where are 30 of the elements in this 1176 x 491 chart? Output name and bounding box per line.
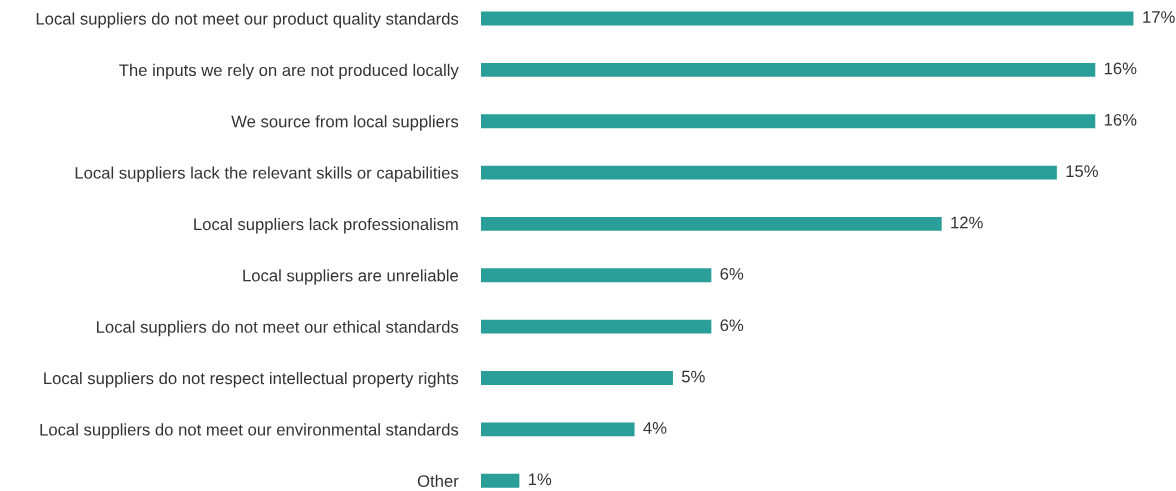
- bar: [480, 422, 635, 437]
- y-tick-label: Local suppliers lack the relevant skills or capabilities: [75, 166, 459, 183]
- data-label: 4%: [643, 422, 667, 434]
- y-tick-label: We source from local suppliers: [231, 115, 459, 131]
- bar: [480, 319, 712, 334]
- y-tick-label: Local suppliers do not respect intellectual property rights: [44, 371, 459, 388]
- y-tick-label: Local suppliers do not meet our ethical standards: [96, 320, 459, 337]
- data-label: 12%: [951, 216, 983, 229]
- data-label: 5%: [681, 370, 705, 383]
- data-label: 1%: [528, 473, 552, 486]
- bar: [480, 217, 942, 231]
- bar: [480, 268, 712, 283]
- bar: [480, 473, 520, 488]
- bar: [480, 11, 1134, 26]
- y-tick-label: Local suppliers are unreliable: [243, 269, 459, 285]
- data-label: 16%: [1104, 62, 1137, 75]
- y-tick-label: Local suppliers do not meet our environmental standards: [40, 423, 459, 439]
- data-label: 6%: [720, 319, 744, 332]
- data-label: 6%: [720, 267, 744, 280]
- data-label: 15%: [1066, 165, 1098, 178]
- bar: [480, 371, 673, 385]
- y-tick-label: Other: [417, 474, 459, 487]
- bar: [480, 165, 1057, 180]
- y-tick-label: Local suppliers do not meet our product quality standards: [36, 12, 459, 28]
- bar: [480, 114, 1096, 129]
- data-label: 16%: [1104, 113, 1137, 126]
- bar: [480, 62, 1096, 77]
- y-tick-label: The inputs we rely on are not produced locally: [119, 63, 459, 80]
- data-label: 17%: [1143, 11, 1175, 23]
- y-tick-label: Local suppliers lack professionalism: [194, 217, 458, 234]
